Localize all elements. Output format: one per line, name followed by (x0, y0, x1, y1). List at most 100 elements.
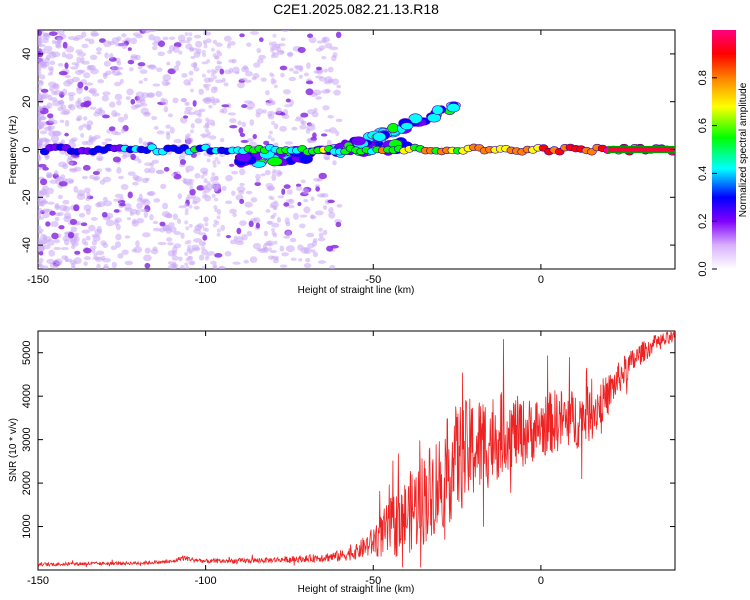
noise-point (223, 35, 232, 42)
streak-point (205, 117, 210, 122)
colorbar-gradient (712, 30, 736, 269)
noise-point (58, 225, 65, 230)
noise-point (83, 72, 91, 79)
noise-point (41, 208, 50, 213)
streak-point (185, 226, 190, 231)
noise-point (288, 204, 295, 209)
noise-point (130, 153, 136, 161)
noise-point (69, 168, 78, 173)
y-tick-label: -40 (21, 237, 33, 253)
streak-point (214, 197, 219, 202)
noise-point (84, 82, 94, 86)
noise-point (76, 220, 82, 226)
noise-point (298, 258, 303, 262)
noise-point (81, 123, 89, 128)
noise-point (38, 163, 47, 168)
noise-point (315, 75, 324, 79)
noise-point (42, 212, 50, 219)
noise-point (42, 244, 51, 250)
streak-point (187, 110, 192, 115)
noise-point (178, 50, 183, 55)
noise-point (267, 255, 275, 260)
noise-point (313, 107, 318, 113)
noise-point (314, 210, 324, 216)
streak-point (201, 194, 206, 199)
noise-point (80, 31, 87, 38)
noise-point (265, 90, 270, 96)
noise-point (196, 223, 205, 229)
noise-point (123, 113, 129, 120)
x-tick-label: 0 (538, 575, 544, 587)
noise-point (323, 68, 328, 73)
y-tick-label: 2000 (21, 471, 33, 495)
noise-point (239, 220, 247, 227)
noise-point (109, 52, 114, 60)
streak-point (272, 212, 277, 217)
noise-point (77, 69, 86, 73)
y-tick-label: 5000 (21, 340, 33, 364)
noise-point (167, 242, 174, 246)
streak-point (184, 208, 189, 213)
noise-point (190, 123, 195, 129)
streak-point (202, 265, 207, 269)
noise-point (236, 186, 246, 193)
noise-point (85, 235, 91, 241)
noise-point (285, 245, 295, 253)
noise-point (190, 62, 198, 68)
streak-point (202, 53, 207, 58)
noise-point (205, 38, 212, 44)
snr-plot: -150 -100 -50 0 1000 2000 3000 4000 5000 Height … (8, 330, 676, 595)
noise-point (104, 138, 113, 142)
noise-point (200, 167, 209, 174)
noise-point (70, 226, 78, 233)
streak-point (270, 110, 275, 115)
noise-point (54, 203, 60, 209)
noise-point (62, 235, 70, 242)
noise-point (315, 96, 322, 100)
noise-point (40, 94, 47, 99)
noise-point (124, 235, 131, 239)
noise-point (50, 221, 59, 228)
noise-point (57, 106, 64, 112)
streak-point (212, 223, 217, 228)
noise-point (253, 242, 262, 250)
noise-point (115, 72, 123, 76)
streak-point (268, 195, 273, 200)
noise-point (179, 264, 185, 269)
noise-point (46, 258, 55, 265)
noise-point (315, 186, 321, 192)
noise-point (225, 200, 233, 205)
snr-xlabel: Height of straight line (km) (298, 584, 415, 595)
streak-point (269, 72, 274, 77)
noise-point (119, 78, 124, 84)
noise-point (113, 209, 120, 213)
noise-point (51, 39, 57, 45)
noise-point (38, 197, 47, 203)
noise-point (46, 187, 54, 195)
noise-point (269, 249, 278, 253)
noise-point (111, 37, 120, 44)
noise-point (141, 177, 149, 184)
streak-point (211, 193, 216, 198)
streak-point (270, 215, 275, 220)
streak-point (211, 122, 216, 127)
noise-point (38, 44, 46, 48)
noise-point (195, 40, 203, 48)
branch-blob (351, 136, 366, 146)
noise-point (98, 107, 103, 112)
noise-point (155, 169, 164, 174)
noise-point (116, 100, 122, 106)
noise-point (59, 204, 68, 211)
noise-point (197, 113, 202, 118)
noise-point (303, 199, 309, 203)
noise-point (308, 139, 317, 143)
noise-point (231, 170, 239, 175)
colorbar-tick-label: 0.4 (697, 166, 709, 181)
noise-point (335, 118, 343, 123)
noise-point (59, 119, 65, 123)
noise-point (324, 42, 333, 49)
noise-point (254, 182, 262, 187)
noise-point (188, 70, 194, 76)
noise-point (67, 231, 75, 239)
streak-point (204, 256, 209, 261)
